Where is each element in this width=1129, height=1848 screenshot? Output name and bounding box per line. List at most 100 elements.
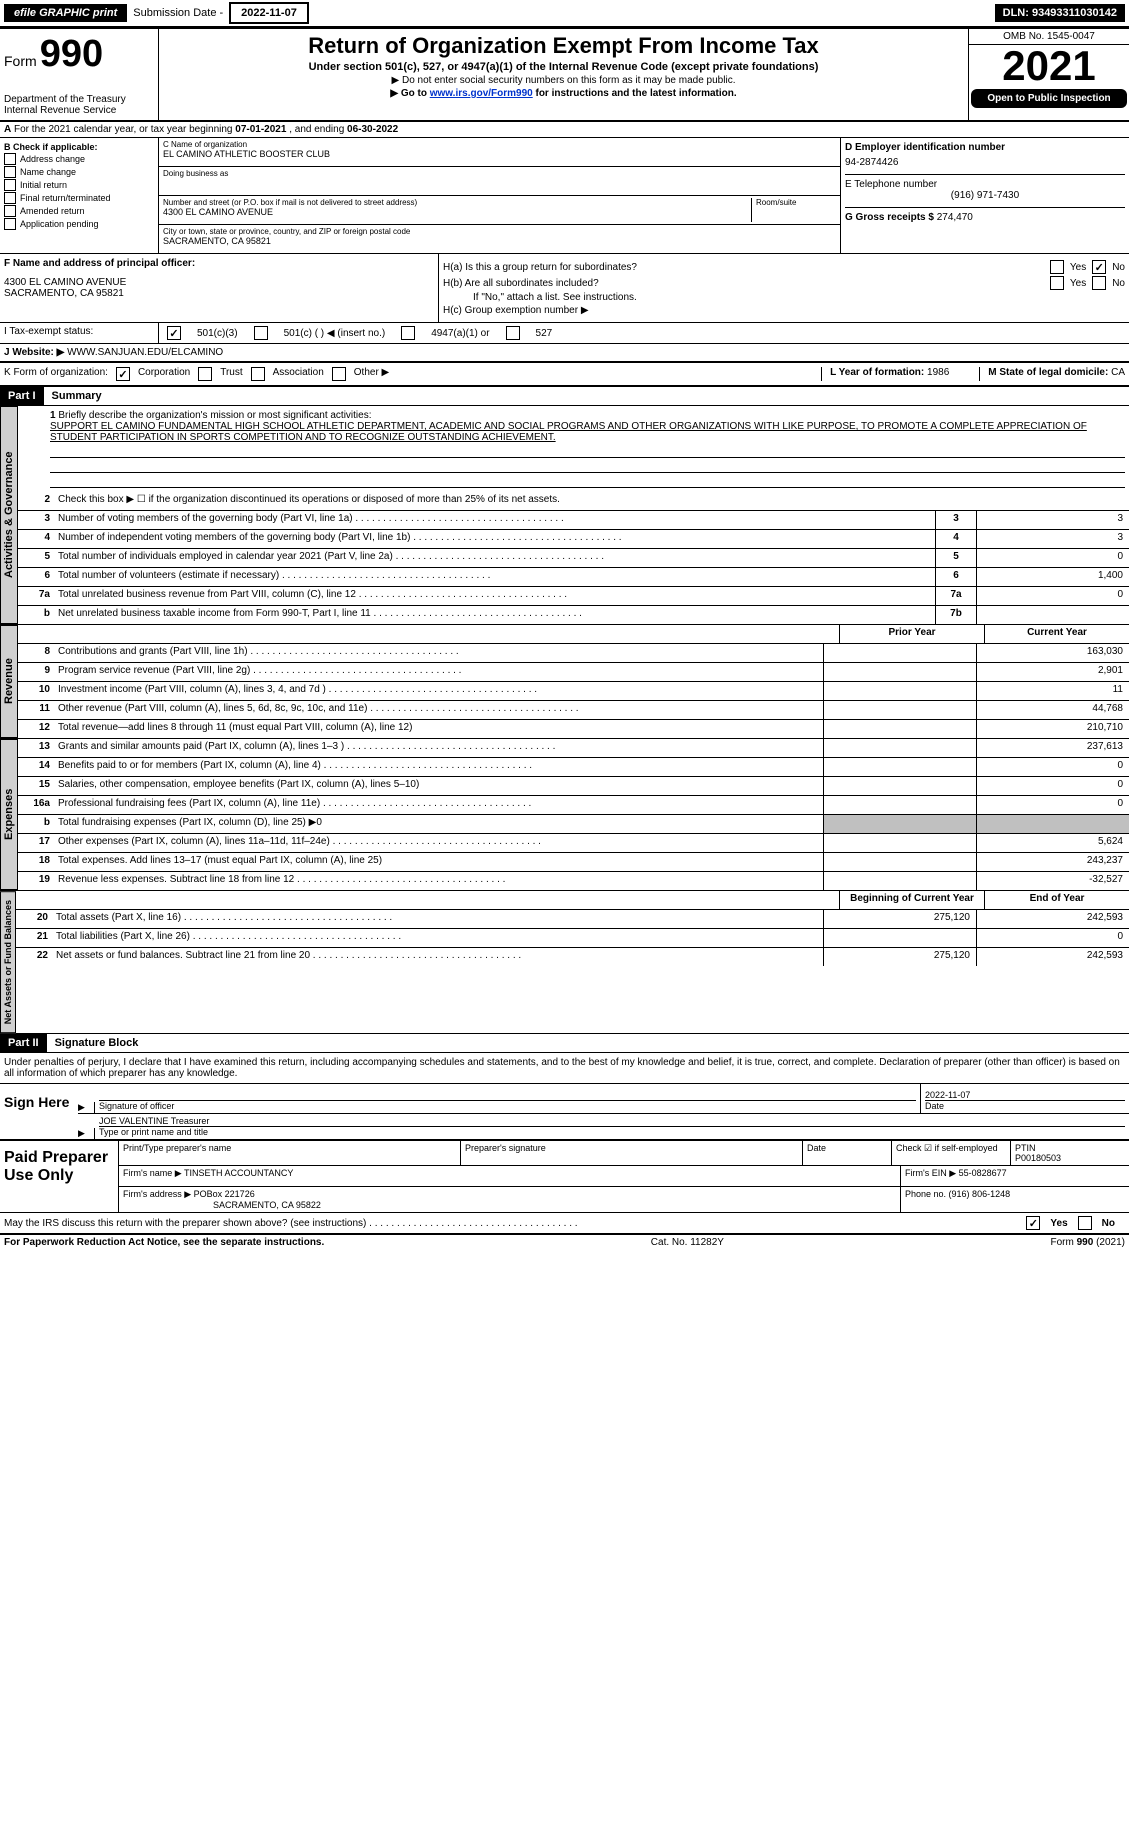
line9-current: 2,901 <box>976 663 1129 681</box>
chk-trust[interactable] <box>198 367 212 381</box>
col-f-officer: F Name and address of principal officer:… <box>0 254 439 322</box>
efile-graphic-label: efile GRAPHIC print <box>4 4 127 22</box>
current-year-header: Current Year <box>984 625 1129 643</box>
self-employed-cell[interactable]: Check ☑ if self-employed <box>892 1141 1011 1165</box>
form-word: Form <box>4 53 37 69</box>
line5-value: 0 <box>976 549 1129 567</box>
prep-sig-cell[interactable]: Preparer's signature <box>461 1141 803 1165</box>
part2-header-row: Part II Signature Block <box>0 1034 1129 1053</box>
line13-current: 237,613 <box>976 739 1129 757</box>
chk-corp[interactable]: ✓ <box>116 367 130 381</box>
may-irs-yes[interactable]: ✓ <box>1026 1216 1040 1230</box>
row-j-website: J Website: ▶ WWW.SANJUAN.EDU/ELCAMINO <box>0 344 1129 363</box>
submission-date-label: Submission Date - <box>133 7 223 19</box>
street-address: 4300 EL CAMINO AVENUE <box>163 207 747 217</box>
sign-here-section: Sign Here Signature of officer 2022-11-0… <box>0 1084 1129 1141</box>
chk-name-change[interactable]: Name change <box>4 166 154 178</box>
irs-label: Internal Revenue Service <box>4 105 154 116</box>
officer-addr1: 4300 EL CAMINO AVENUE <box>4 277 434 288</box>
footer-mid: Cat. No. 11282Y <box>651 1237 724 1248</box>
signature-of-officer[interactable]: Signature of officer <box>95 1084 921 1113</box>
vert-revenue: Revenue <box>0 625 18 738</box>
submission-date-value: 2022-11-07 <box>229 2 309 24</box>
chk-4947[interactable] <box>401 326 415 340</box>
line10-current: 11 <box>976 682 1129 700</box>
dept-treasury: Department of the Treasury <box>4 94 154 105</box>
row-fh: F Name and address of principal officer:… <box>0 254 1129 323</box>
state-domicile: CA <box>1111 367 1125 378</box>
firm-addr-cell: Firm's address ▶ POBox 221726 SACRAMENTO… <box>119 1187 901 1212</box>
sig-date-cell: 2022-11-07 Date <box>921 1088 1129 1113</box>
hc-label: H(c) Group exemption number ▶ <box>443 305 589 316</box>
subtitle: Under section 501(c), 527, or 4947(a)(1)… <box>163 61 964 73</box>
revenue-section: Revenue Prior YearCurrent Year 8Contribu… <box>0 625 1129 739</box>
vert-governance: Activities & Governance <box>0 406 18 624</box>
chk-501c3[interactable]: ✓ <box>167 326 181 340</box>
chk-amended[interactable]: Amended return <box>4 205 154 217</box>
paid-preparer-section: Paid Preparer Use Only Print/Type prepar… <box>0 1141 1129 1213</box>
i-label: I Tax-exempt status: <box>0 323 159 343</box>
sign-here-label: Sign Here <box>0 1084 78 1139</box>
officer-name-cell: JOE VALENTINE Treasurer Type or print na… <box>95 1114 1129 1139</box>
footer-right: Form 990 (2021) <box>1051 1237 1126 1248</box>
open-to-public: Open to Public Inspection <box>971 89 1127 108</box>
part1-title: Summary <box>44 390 102 402</box>
dln: DLN: 93493311030142 <box>995 4 1125 22</box>
line18-current: 243,237 <box>976 853 1129 871</box>
form-number: 990 <box>40 33 103 75</box>
chk-initial-return[interactable]: Initial return <box>4 179 154 191</box>
mission-row: 1 Briefly describe the organization's mi… <box>18 406 1129 492</box>
line21-end: 0 <box>976 929 1129 947</box>
line6-value: 1,400 <box>976 568 1129 586</box>
line22-begin: 275,120 <box>823 948 976 966</box>
officer-addr2: SACRAMENTO, CA 95821 <box>4 288 434 299</box>
prior-year-header: Prior Year <box>839 625 984 643</box>
chk-527[interactable] <box>506 326 520 340</box>
net-assets-section: Net Assets or Fund Balances Beginning of… <box>0 891 1129 1034</box>
line4-value: 3 <box>976 530 1129 548</box>
col-d: D Employer identification number 94-2874… <box>841 138 1129 253</box>
city-state-zip: SACRAMENTO, CA 95821 <box>163 236 836 246</box>
chk-assoc[interactable] <box>251 367 265 381</box>
line11-current: 44,768 <box>976 701 1129 719</box>
chk-501c[interactable] <box>254 326 268 340</box>
street-row: Number and street (or P.O. box if mail i… <box>159 196 840 225</box>
hb-note: If "No," attach a list. See instructions… <box>443 292 1125 303</box>
ha-label: H(a) Is this a group return for subordin… <box>443 262 637 273</box>
link-note: ▶ Go to www.irs.gov/Form990 for instruct… <box>163 88 964 99</box>
line14-current: 0 <box>976 758 1129 776</box>
col-b-header: B Check if applicable: <box>4 142 154 152</box>
ein-label: D Employer identification number <box>845 142 1125 153</box>
ha-no[interactable]: ✓ <box>1092 260 1106 274</box>
chk-address-change[interactable]: Address change <box>4 153 154 165</box>
org-name-row: C Name of organization EL CAMINO ATHLETI… <box>159 138 840 167</box>
may-irs-no[interactable] <box>1078 1216 1092 1230</box>
hb-no[interactable] <box>1092 276 1106 290</box>
sig-arrow-icon-2 <box>78 1128 95 1139</box>
line19-current: -32,527 <box>976 872 1129 890</box>
k-label: K Form of organization: <box>4 367 108 381</box>
line12-current: 210,710 <box>976 720 1129 738</box>
ssn-note: ▶ Do not enter social security numbers o… <box>163 75 964 86</box>
line8-current: 163,030 <box>976 644 1129 662</box>
signature-declaration: Under penalties of perjury, I declare th… <box>0 1053 1129 1084</box>
chk-app-pending[interactable]: Application pending <box>4 218 154 230</box>
part1-header-row: Part I Summary <box>0 387 1129 406</box>
ptin-cell: PTIN P00180503 <box>1011 1141 1129 1165</box>
chk-final-return[interactable]: Final return/terminated <box>4 192 154 204</box>
year-formation: 1986 <box>927 367 949 378</box>
hb-yes[interactable] <box>1050 276 1064 290</box>
main-title: Return of Organization Exempt From Incom… <box>163 33 964 59</box>
prep-date-cell: Date <box>803 1141 892 1165</box>
firm-name-cell: Firm's name ▶ TINSETH ACCOUNTANCY <box>119 1166 901 1186</box>
ha-yes[interactable] <box>1050 260 1064 274</box>
line20-begin: 275,120 <box>823 910 976 928</box>
irs-link[interactable]: www.irs.gov/Form990 <box>430 88 533 99</box>
footer-left: For Paperwork Reduction Act Notice, see … <box>4 1237 324 1248</box>
chk-other[interactable] <box>332 367 346 381</box>
phone-section: E Telephone number (916) 971-7430 <box>845 174 1125 201</box>
line17-current: 5,624 <box>976 834 1129 852</box>
row-i-tax-status: I Tax-exempt status: ✓501(c)(3) 501(c) (… <box>0 323 1129 344</box>
ein-value: 94-2874426 <box>845 157 1125 168</box>
line15-current: 0 <box>976 777 1129 795</box>
